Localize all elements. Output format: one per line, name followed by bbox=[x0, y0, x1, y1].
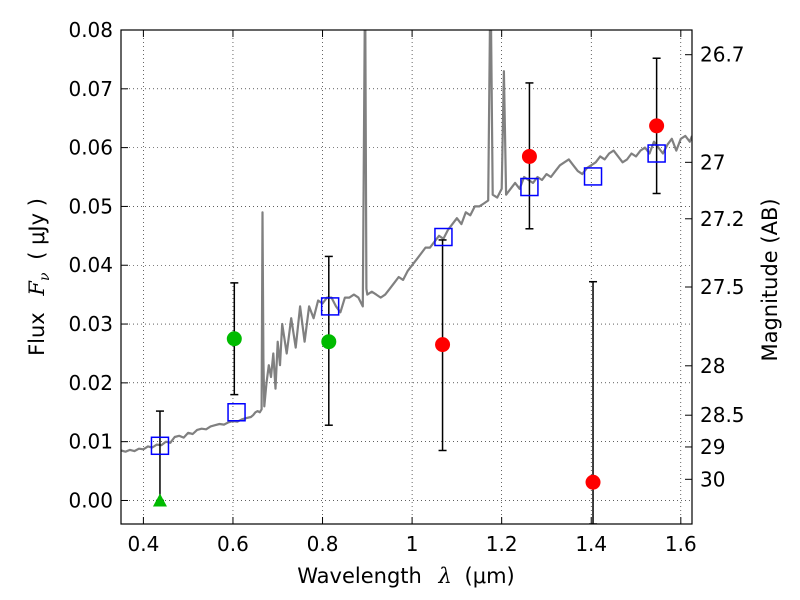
x-tick-label: 1.4 bbox=[575, 532, 607, 556]
model-square-marker bbox=[520, 177, 539, 197]
mag-tick-label: 27.2 bbox=[700, 207, 745, 231]
y-tick-label: 0.05 bbox=[68, 194, 113, 218]
model-square-marker bbox=[583, 167, 603, 186]
y-tick-label: 0.04 bbox=[68, 253, 113, 277]
y-tick-label: 0.02 bbox=[68, 371, 113, 395]
upper-limit-triangle-marker bbox=[152, 493, 167, 507]
model-square-marker bbox=[647, 144, 666, 163]
observed-circle-marker bbox=[585, 474, 601, 490]
mag-tick-label: 28 bbox=[700, 354, 725, 378]
observed-circle-marker bbox=[435, 337, 451, 353]
mag-tick-label: 26.7 bbox=[700, 43, 745, 67]
model-square-marker bbox=[320, 297, 340, 316]
axis-ticks: 0.4 0.6 0.8 1 1.2 1.4 1.6 0.00 0.01 0.02 0.03 0.04 0… bbox=[68, 18, 744, 556]
x-tick-label: 0.4 bbox=[127, 532, 159, 556]
observed-circle-marker bbox=[521, 148, 537, 164]
model-square-marker bbox=[150, 436, 170, 456]
model-square-marker bbox=[227, 403, 246, 422]
mag-tick-label: 27 bbox=[700, 150, 725, 174]
x-axis-label: Wavelength λ (μm) bbox=[297, 564, 514, 588]
y-axis-label: Flux Fν ( μJy ) bbox=[25, 198, 54, 356]
x-tick-label: 0.6 bbox=[217, 532, 249, 556]
y-tick-label: 0.08 bbox=[68, 18, 113, 42]
x-tick-label: 1.6 bbox=[665, 532, 697, 556]
mag-tick-label: 29 bbox=[700, 435, 725, 459]
x-tick-label: 0.8 bbox=[307, 532, 339, 556]
y-tick-label: 0.06 bbox=[68, 136, 113, 160]
observed-circle-marker bbox=[226, 331, 242, 347]
y-tick-label: 0.07 bbox=[68, 77, 113, 101]
x-tick-label: 1 bbox=[406, 532, 419, 556]
y-tick-label: 0.00 bbox=[68, 488, 113, 512]
y-tick-label: 0.03 bbox=[68, 312, 113, 336]
mag-tick-label: 27.5 bbox=[700, 275, 745, 299]
plot-area bbox=[121, 30, 692, 524]
x-tick-label: 1.2 bbox=[486, 532, 518, 556]
spectrum-line bbox=[121, 30, 692, 453]
plot-background bbox=[121, 30, 692, 524]
model-square-marker bbox=[434, 227, 453, 247]
mag-tick-label: 28.5 bbox=[700, 403, 745, 427]
plot-frame bbox=[120, 29, 693, 525]
observed-circle-marker bbox=[649, 118, 665, 134]
y-tick-label: 0.01 bbox=[68, 430, 113, 454]
y2-axis-label: Magnitude (AB) bbox=[758, 198, 782, 361]
mag-tick-label: 30 bbox=[700, 467, 725, 491]
observed-circle-marker bbox=[321, 334, 337, 350]
